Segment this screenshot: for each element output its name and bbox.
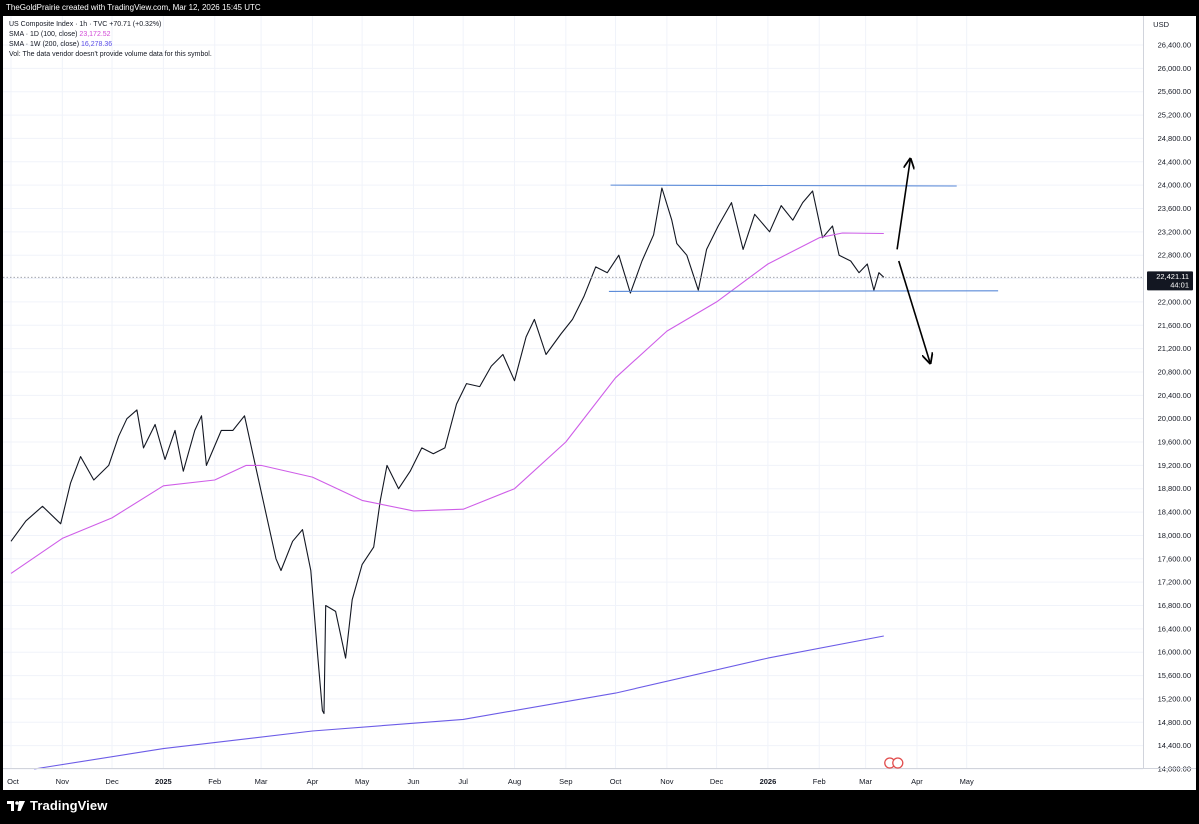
- y-tick-label: 20,400.00: [1158, 391, 1191, 400]
- y-tick-label: 22,800.00: [1158, 251, 1191, 260]
- y-tick-label: 15,200.00: [1158, 694, 1191, 703]
- y-tick-label: 20,800.00: [1158, 367, 1191, 376]
- x-tick-label: Dec: [710, 777, 724, 786]
- event-flag-icon: [892, 757, 904, 769]
- x-tick-label: Sep: [559, 777, 572, 786]
- y-tick-label: 16,800.00: [1158, 601, 1191, 610]
- annotation-layer: [3, 159, 1143, 363]
- tradingview-wordmark: TradingView: [30, 798, 108, 813]
- currency-label: USD: [1153, 20, 1169, 29]
- attribution-text: TheGoldPrairie created with TradingView.…: [6, 3, 261, 12]
- y-tick-label: 17,600.00: [1158, 554, 1191, 563]
- series-layer: [10, 187, 885, 770]
- y-tick-label: 25,200.00: [1158, 111, 1191, 120]
- x-tick-label: Jun: [407, 777, 419, 786]
- x-tick-label: Oct: [610, 777, 623, 786]
- sma-1w-value: 16,278.36: [80, 41, 113, 48]
- y-tick-label: 24,400.00: [1158, 157, 1191, 166]
- y-tick-label: 19,200.00: [1158, 461, 1191, 470]
- x-tick-label: Dec: [105, 777, 119, 786]
- chart-frame[interactable]: 14,000.00 14,400.00 14,800.00 15,200.00 15,6…: [3, 16, 1196, 790]
- price-chart[interactable]: 14,000.0014,400.0014,800.0015,200.0015,6…: [3, 16, 1196, 790]
- sma-1d-label: SMA · 1D (100, close): [9, 31, 78, 38]
- y-tick-label: 16,400.00: [1158, 624, 1191, 633]
- resistance-line: [610, 184, 957, 187]
- legend-symbol: US Composite Index · 1h · TVC +70.71 (+0…: [9, 21, 162, 28]
- y-tick-label: 21,200.00: [1158, 344, 1191, 353]
- y-tick-label: 26,000.00: [1158, 64, 1191, 73]
- y-tick-label: 14,800.00: [1158, 718, 1191, 727]
- bar-countdown: 44:01: [1170, 280, 1189, 289]
- x-tick-label: Feb: [208, 777, 221, 786]
- x-tick-label: Jul: [458, 777, 468, 786]
- y-tick-label: 26,400.00: [1158, 41, 1191, 50]
- x-tick-label: Oct: [7, 777, 20, 786]
- x-tick-label: Mar: [859, 777, 872, 786]
- y-tick-label: 14,400.00: [1158, 741, 1191, 750]
- y-tick-label: 23,600.00: [1158, 204, 1191, 213]
- x-tick-label: 2026: [760, 777, 777, 786]
- sma-1d-series: [10, 232, 884, 574]
- sma-1w-label: SMA · 1W (200, close): [9, 41, 80, 48]
- breakdown-down-arrow: [897, 260, 930, 363]
- y-tick-label: 18,400.00: [1158, 508, 1191, 517]
- x-tick-label: Aug: [508, 777, 521, 786]
- footer-bar: TradingView: [0, 790, 1199, 824]
- y-tick-label: 17,200.00: [1158, 578, 1191, 587]
- y-tick-label: 18,000.00: [1158, 531, 1191, 540]
- axis-layer: 14,000.0014,400.0014,800.0015,200.0015,6…: [3, 16, 1196, 786]
- x-tick-label: 2025: [155, 777, 172, 786]
- legend-sma-1w: SMA · 1W (200, close) 16,278.36: [9, 40, 212, 50]
- legend-volume-note: Vol: The data vendor doesn't provide vol…: [9, 51, 212, 58]
- y-tick-label: 20,000.00: [1158, 414, 1191, 423]
- breakout-up-arrow: [896, 159, 910, 250]
- x-tick-label: Apr: [307, 777, 319, 786]
- x-tick-label: Feb: [813, 777, 826, 786]
- x-tick-label: Mar: [255, 777, 268, 786]
- grid: [3, 16, 1143, 770]
- tradingview-logo-icon: [7, 800, 25, 811]
- x-tick-label: May: [960, 777, 974, 786]
- y-tick-label: 18,800.00: [1158, 484, 1191, 493]
- x-tick-label: Nov: [660, 777, 674, 786]
- y-tick-label: 15,600.00: [1158, 671, 1191, 680]
- y-tick-label: 23,200.00: [1158, 227, 1191, 236]
- y-tick-label: 21,600.00: [1158, 321, 1191, 330]
- last-price-badge: [1147, 271, 1193, 291]
- y-tick-label: 24,000.00: [1158, 181, 1191, 190]
- legend-sma-1d: SMA · 1D (100, close) 23,172.52: [9, 30, 212, 40]
- support-line: [608, 290, 999, 292]
- x-tick-label: May: [355, 777, 369, 786]
- price-series: [10, 187, 885, 715]
- y-tick-label: 25,600.00: [1158, 87, 1191, 96]
- y-tick-label: 22,000.00: [1158, 297, 1191, 306]
- x-tick-label: Nov: [56, 777, 70, 786]
- sma-1d-value: 23,172.52: [79, 31, 111, 38]
- tradingview-brand[interactable]: TradingView: [7, 798, 107, 813]
- y-tick-label: 24,800.00: [1158, 134, 1191, 143]
- chart-legend: US Composite Index · 1h · TVC +70.71 (+0…: [9, 20, 212, 60]
- x-tick-label: Apr: [911, 777, 923, 786]
- y-tick-label: 19,600.00: [1158, 438, 1191, 447]
- attribution-bar: TheGoldPrairie created with TradingView.…: [0, 0, 1199, 16]
- last-price-value: 22,421.11: [1156, 272, 1189, 281]
- sma-1w-series: [34, 635, 884, 770]
- y-tick-label: 16,000.00: [1158, 648, 1191, 657]
